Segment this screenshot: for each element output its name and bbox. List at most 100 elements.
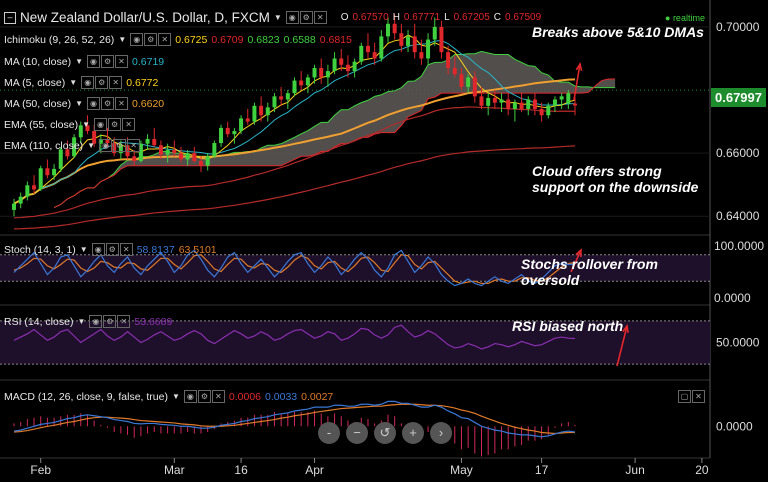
candle-body (132, 156, 137, 162)
candle-body (25, 185, 30, 197)
candle-body (192, 153, 197, 162)
candle-body (78, 125, 83, 138)
current-price-badge: 0.67997 (711, 88, 766, 107)
time-axis-label: May (450, 463, 473, 477)
ichimoku-value-2: 0.6709 (211, 33, 244, 46)
macd-line (13, 400, 576, 438)
macd-label: MACD (12, 26, close, 9, false, true) (4, 390, 168, 403)
candle-body (459, 74, 464, 87)
close-icon: ✕ (313, 11, 327, 24)
candle-body (112, 143, 117, 154)
price-axis-label: 0.70000 (716, 20, 760, 34)
candle-body (372, 52, 377, 59)
open-label: O (340, 12, 349, 23)
legend-ma5[interactable]: MA (5, close) ▼ ◉ ⚙ ✕ 0.6772 (4, 76, 159, 89)
candle-body (85, 125, 90, 132)
candle-body (406, 36, 411, 46)
stoch-label: Stoch (14, 3, 1) (4, 243, 76, 256)
low-value: 0.67205 (453, 12, 490, 23)
ema110-label: EMA (110, close) (4, 139, 84, 152)
close-value: 0.67509 (505, 12, 542, 23)
ma10-label: MA (10, close) (4, 55, 72, 68)
time-axis-label: Mar (164, 463, 185, 477)
candle-body (312, 67, 317, 78)
settings-icon: ⚙ (95, 76, 109, 89)
maximize-icon: ▢ (678, 390, 691, 403)
realtime-label: realtime (672, 13, 705, 23)
candle-body (365, 45, 370, 53)
close-icon: ✕ (122, 118, 136, 131)
scroll-right-button[interactable]: › (430, 422, 452, 444)
legend-macd[interactable]: MACD (12, 26, close, 9, false, true) ▼ ◉ ⚙… (4, 390, 334, 403)
candle-body (98, 138, 103, 144)
candle-body (152, 138, 157, 146)
zoom-in-button[interactable]: + (402, 422, 424, 444)
candle-body (572, 103, 578, 106)
legend-ichimoku[interactable]: Ichimoku (9, 26, 52, 26) ▼ ◉ ⚙ ✕ 0.6725 0.6… (4, 33, 352, 46)
macd-axis-label: 0.0000 (716, 419, 753, 433)
candle-body (92, 131, 97, 144)
settings-icon: ⚙ (101, 55, 115, 68)
rsi-axis-label: 50.0000 (716, 336, 760, 350)
settings-icon: ⚙ (103, 315, 117, 328)
candle-body (499, 99, 504, 103)
candle-body (379, 36, 384, 59)
candle-body (519, 102, 524, 109)
candle-body (412, 36, 417, 53)
candle-body (212, 143, 217, 157)
candle-body (486, 97, 491, 106)
candle-body (492, 97, 497, 103)
chevron-down-icon[interactable]: ▼ (273, 13, 282, 22)
candle-body (446, 52, 451, 68)
ema55-label: EMA (55, close) (4, 118, 79, 131)
candle-body (45, 168, 50, 176)
time-axis-label: 16 (234, 463, 248, 477)
annotation-arrow-stoch (570, 249, 582, 273)
candle-body (185, 153, 190, 160)
settings-icon: ⚙ (144, 33, 158, 46)
high-label: H (392, 12, 400, 23)
candle-body (532, 99, 537, 109)
candle-body (452, 67, 457, 75)
candle-body (165, 149, 170, 155)
ichimoku-value-4: 0.6588 (283, 33, 316, 46)
candle-body (332, 58, 337, 72)
zoom-controls: - − ↺ + › (318, 422, 452, 444)
candle-body (352, 61, 357, 72)
open-value: 0.67570 (352, 12, 389, 23)
candle-body (359, 45, 364, 62)
legend-stoch[interactable]: Stoch (14, 3, 1) ▼ ◉ ⚙ ✕ 58.8137 63.5101 (4, 243, 217, 256)
zoom-out-button[interactable]: − (346, 422, 368, 444)
legend-ma50[interactable]: MA (50, close) ▼ ◉ ⚙ ✕ 0.6620 (4, 97, 165, 110)
candle-body (285, 93, 290, 100)
candle-body (18, 196, 23, 204)
annotation-arrow-stoch-head (575, 248, 582, 258)
candle-body (72, 137, 77, 157)
candle-body (325, 71, 330, 78)
candle-body (32, 185, 37, 190)
candle-body (232, 131, 237, 135)
macd-value: 0.0033 (265, 390, 298, 403)
legend-ma10[interactable]: MA (10, close) ▼ ◉ ⚙ ✕ 0.6719 (4, 55, 165, 68)
candle-body (319, 67, 324, 78)
ma50-label: MA (50, close) (4, 97, 72, 110)
annotation-arrow-price (573, 63, 581, 101)
reset-button[interactable]: ↺ (374, 422, 396, 444)
series-controls[interactable]: ◉ ⚙ ✕ (285, 11, 327, 24)
scroll-left-button[interactable]: - (318, 422, 340, 444)
candle-body (245, 118, 250, 122)
time-axis-label: 17 (535, 463, 549, 477)
legend-rsi[interactable]: RSI (14, close) ▼ ◉ ⚙ ✕ 53.6689 (4, 315, 173, 328)
settings-icon: ⚙ (197, 390, 211, 403)
ma5-value: 0.6772 (126, 76, 159, 89)
candle-body (426, 39, 431, 59)
legend-ema55[interactable]: EMA (55, close) ▼ ◉ ⚙ ✕ (4, 118, 136, 131)
collapse-icon[interactable]: – (4, 11, 16, 24)
candle-body (466, 77, 471, 87)
legend-ema110[interactable]: EMA (110, close) ▼ ◉ ⚙ ✕ (4, 139, 141, 152)
candle-body (566, 93, 571, 104)
ma10-value: 0.6719 (132, 55, 165, 68)
macd-pane-controls[interactable]: ▢ ✕ (678, 390, 705, 403)
candle-body (178, 153, 183, 160)
ichimoku-value-3: 0.6823 (247, 33, 280, 46)
